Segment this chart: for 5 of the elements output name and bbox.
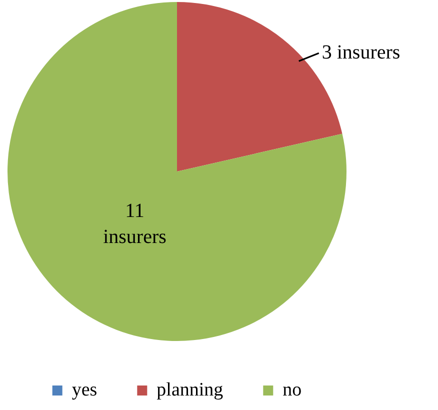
legend-label: no [282, 379, 302, 400]
legend-label: planning [156, 379, 224, 400]
legend-label: yes [72, 379, 98, 400]
data-label: 3 insurers [322, 41, 400, 64]
data-label: 11 insurers [103, 200, 167, 248]
